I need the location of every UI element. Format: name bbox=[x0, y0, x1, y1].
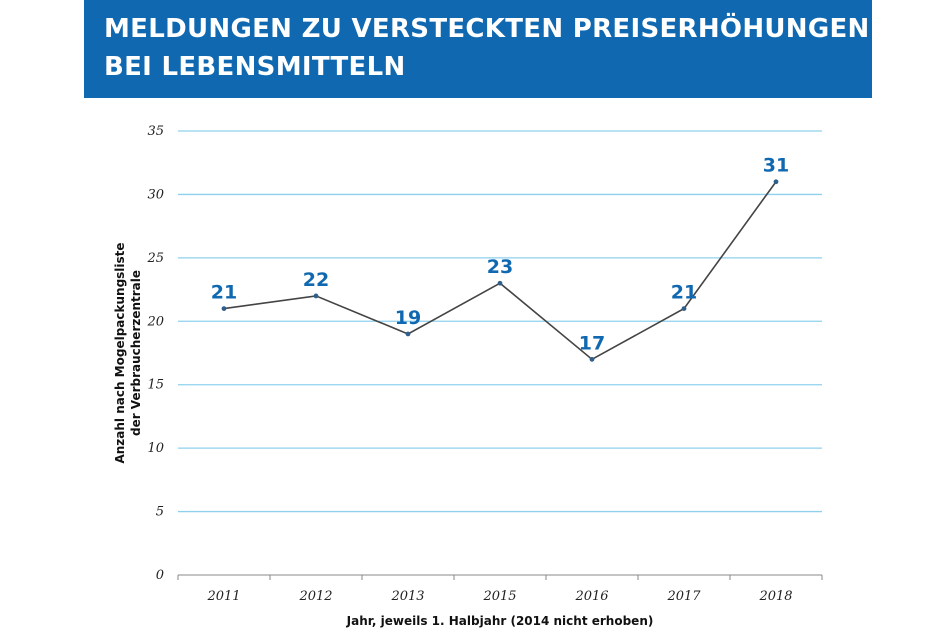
data-point bbox=[313, 293, 319, 299]
chart-title-line-2: BEI LEBENSMITTELN bbox=[104, 52, 406, 82]
x-tick-label: 2015 bbox=[482, 589, 516, 604]
data-point bbox=[773, 179, 779, 185]
y-tick-label: 10 bbox=[147, 441, 164, 456]
x-tick-label: 2018 bbox=[758, 589, 792, 604]
data-labels: 21 22 19 23 17 21 31 bbox=[211, 155, 789, 355]
y-tick-label: 25 bbox=[146, 251, 164, 266]
data-point bbox=[221, 306, 227, 311]
data-label: 17 bbox=[579, 332, 605, 354]
data-label: 19 bbox=[395, 307, 421, 329]
x-axis: 2011 2012 2013 2015 2016 2017 2018 bbox=[177, 574, 823, 604]
data-label: 31 bbox=[763, 155, 789, 177]
data-label: 21 bbox=[211, 282, 237, 304]
y-axis-label-line-1: Anzahl nach Mogelpackungsliste bbox=[113, 242, 127, 463]
y-tick-label: 5 bbox=[156, 505, 164, 520]
data-label: 23 bbox=[487, 256, 513, 278]
data-label: 22 bbox=[303, 269, 329, 291]
gridlines bbox=[178, 130, 822, 513]
data-point bbox=[405, 331, 411, 337]
data-point bbox=[497, 280, 503, 286]
y-axis-label-line-2: der Verbraucherzentrale bbox=[129, 270, 143, 436]
data-point bbox=[589, 356, 595, 362]
chart-title-line-1: MELDUNGEN ZU VERSTECKTEN PREISERHÖHUNGEN bbox=[104, 14, 870, 44]
y-tick-label: 20 bbox=[146, 314, 164, 329]
y-tick-labels: 0 5 10 15 20 25 30 35 bbox=[146, 124, 164, 583]
x-tick-label: 2011 bbox=[206, 589, 240, 604]
x-axis-label: Jahr, jeweils 1. Halbjahr (2014 nicht er… bbox=[346, 614, 654, 628]
y-tick-label: 15 bbox=[147, 378, 164, 393]
series-line-group bbox=[221, 179, 779, 362]
x-tick-label: 2012 bbox=[298, 589, 332, 604]
y-tick-label: 30 bbox=[147, 187, 164, 202]
x-tick-label: 2013 bbox=[390, 589, 424, 604]
data-label: 21 bbox=[671, 282, 697, 304]
y-tick-label: 35 bbox=[147, 124, 164, 139]
x-tick-label: 2017 bbox=[666, 589, 701, 604]
chart-header: MELDUNGEN ZU VERSTECKTEN PREISERHÖHUNGEN… bbox=[84, 0, 872, 98]
y-tick-label: 0 bbox=[156, 568, 164, 583]
x-tick-label: 2016 bbox=[574, 589, 608, 604]
data-point bbox=[681, 306, 687, 311]
